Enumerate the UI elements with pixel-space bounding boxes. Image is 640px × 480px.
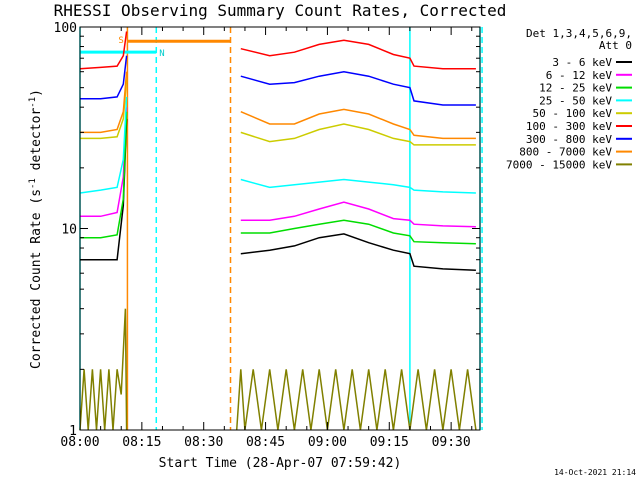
x-tick-label-1: 08:15 [122,435,161,450]
chart-title: RHESSI Observing Summary Count Rates, Co… [54,1,507,20]
legend-label-7: 300 - 800 keV [526,133,612,146]
legend-label-4: 25 - 50 keV [539,94,612,107]
generation-timestamp: 14-Oct-2021 21:14 [554,468,636,477]
series-line-8 [80,71,476,140]
x-tick-label-4: 09:00 [308,435,347,450]
y-tick-label-2: 100 [54,21,77,36]
plot-area: N S 08:00 08:15 08:30 08:45 09:00 09:15 09:30 1 10… [54,21,483,450]
x-axis-label: Start Time (28-Apr-07 07:59:42) [159,456,402,471]
x-tick-label-2: 08:30 [184,435,223,450]
series-line-9 [79,308,477,431]
series-line-4 [79,96,476,194]
legend-label-9: 7000 - 15000 keV [506,158,612,171]
cyan-bar-label: N [159,49,164,59]
y-tick-label-0: 1 [69,424,77,439]
legend-header-line-1: Det 1,3,4,5,6,9, [526,27,632,40]
y-axis-label-sup2: -1 [28,97,38,108]
legend-label-1: 3 - 6 keV [552,56,612,69]
series-line-7 [80,55,476,106]
x-tick-label-3: 08:45 [246,435,285,450]
y-tick-label-1: 10 [61,223,77,238]
legend-label-8: 800 - 7000 keV [519,146,612,159]
legend-label-2: 6 - 12 keV [546,69,613,82]
x-tick-label-0: 08:00 [60,435,99,450]
legend-label-5: 50 - 100 keV [533,107,613,120]
y-axis-label: Corrected Count Rate (s-1 detector-1) [28,89,44,369]
x-tick-label-6: 09:30 [432,435,471,450]
y-axis-label-sup1: -1 [28,178,38,189]
legend-label-3: 12 - 25 keV [539,82,612,95]
orange-bar-label: S [118,36,123,46]
y-axis-label-mid: detector [29,108,44,179]
plot-frame [79,26,481,431]
y-axis-label-end: ) [29,89,44,97]
x-tick-label-5: 09:15 [370,435,409,450]
y-axis-label-main: Corrected Count Rate (s [29,189,44,369]
series-line-6 [79,31,476,70]
legend-header-line-2: Att 0 [599,39,632,52]
legend-label-6: 100 - 300 keV [526,120,612,133]
series-line-3 [80,111,476,245]
series-line-2 [80,107,476,228]
series-line-1 [80,118,476,272]
